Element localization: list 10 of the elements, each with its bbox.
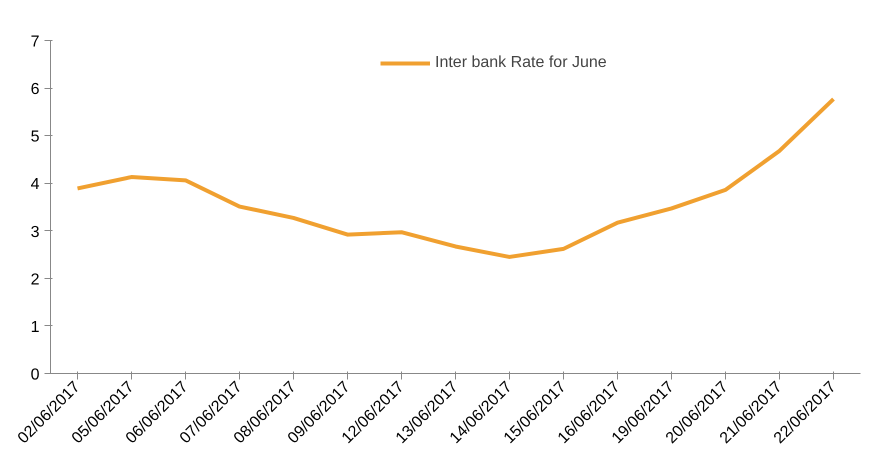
y-tick-label: 3	[30, 224, 40, 241]
line-series	[76, 97, 836, 259]
y-tick-label: 1	[30, 318, 40, 336]
y-tick-label: 4	[30, 176, 40, 194]
y-tick-label: 5	[30, 128, 40, 146]
y-tick-label: 6	[30, 81, 40, 98]
y-tick-label: 2	[30, 271, 40, 288]
y-tick-label: 0	[30, 366, 40, 384]
y-tick-label: 7	[30, 34, 40, 50]
legend-label: Inter bank Rate for June	[435, 54, 607, 72]
